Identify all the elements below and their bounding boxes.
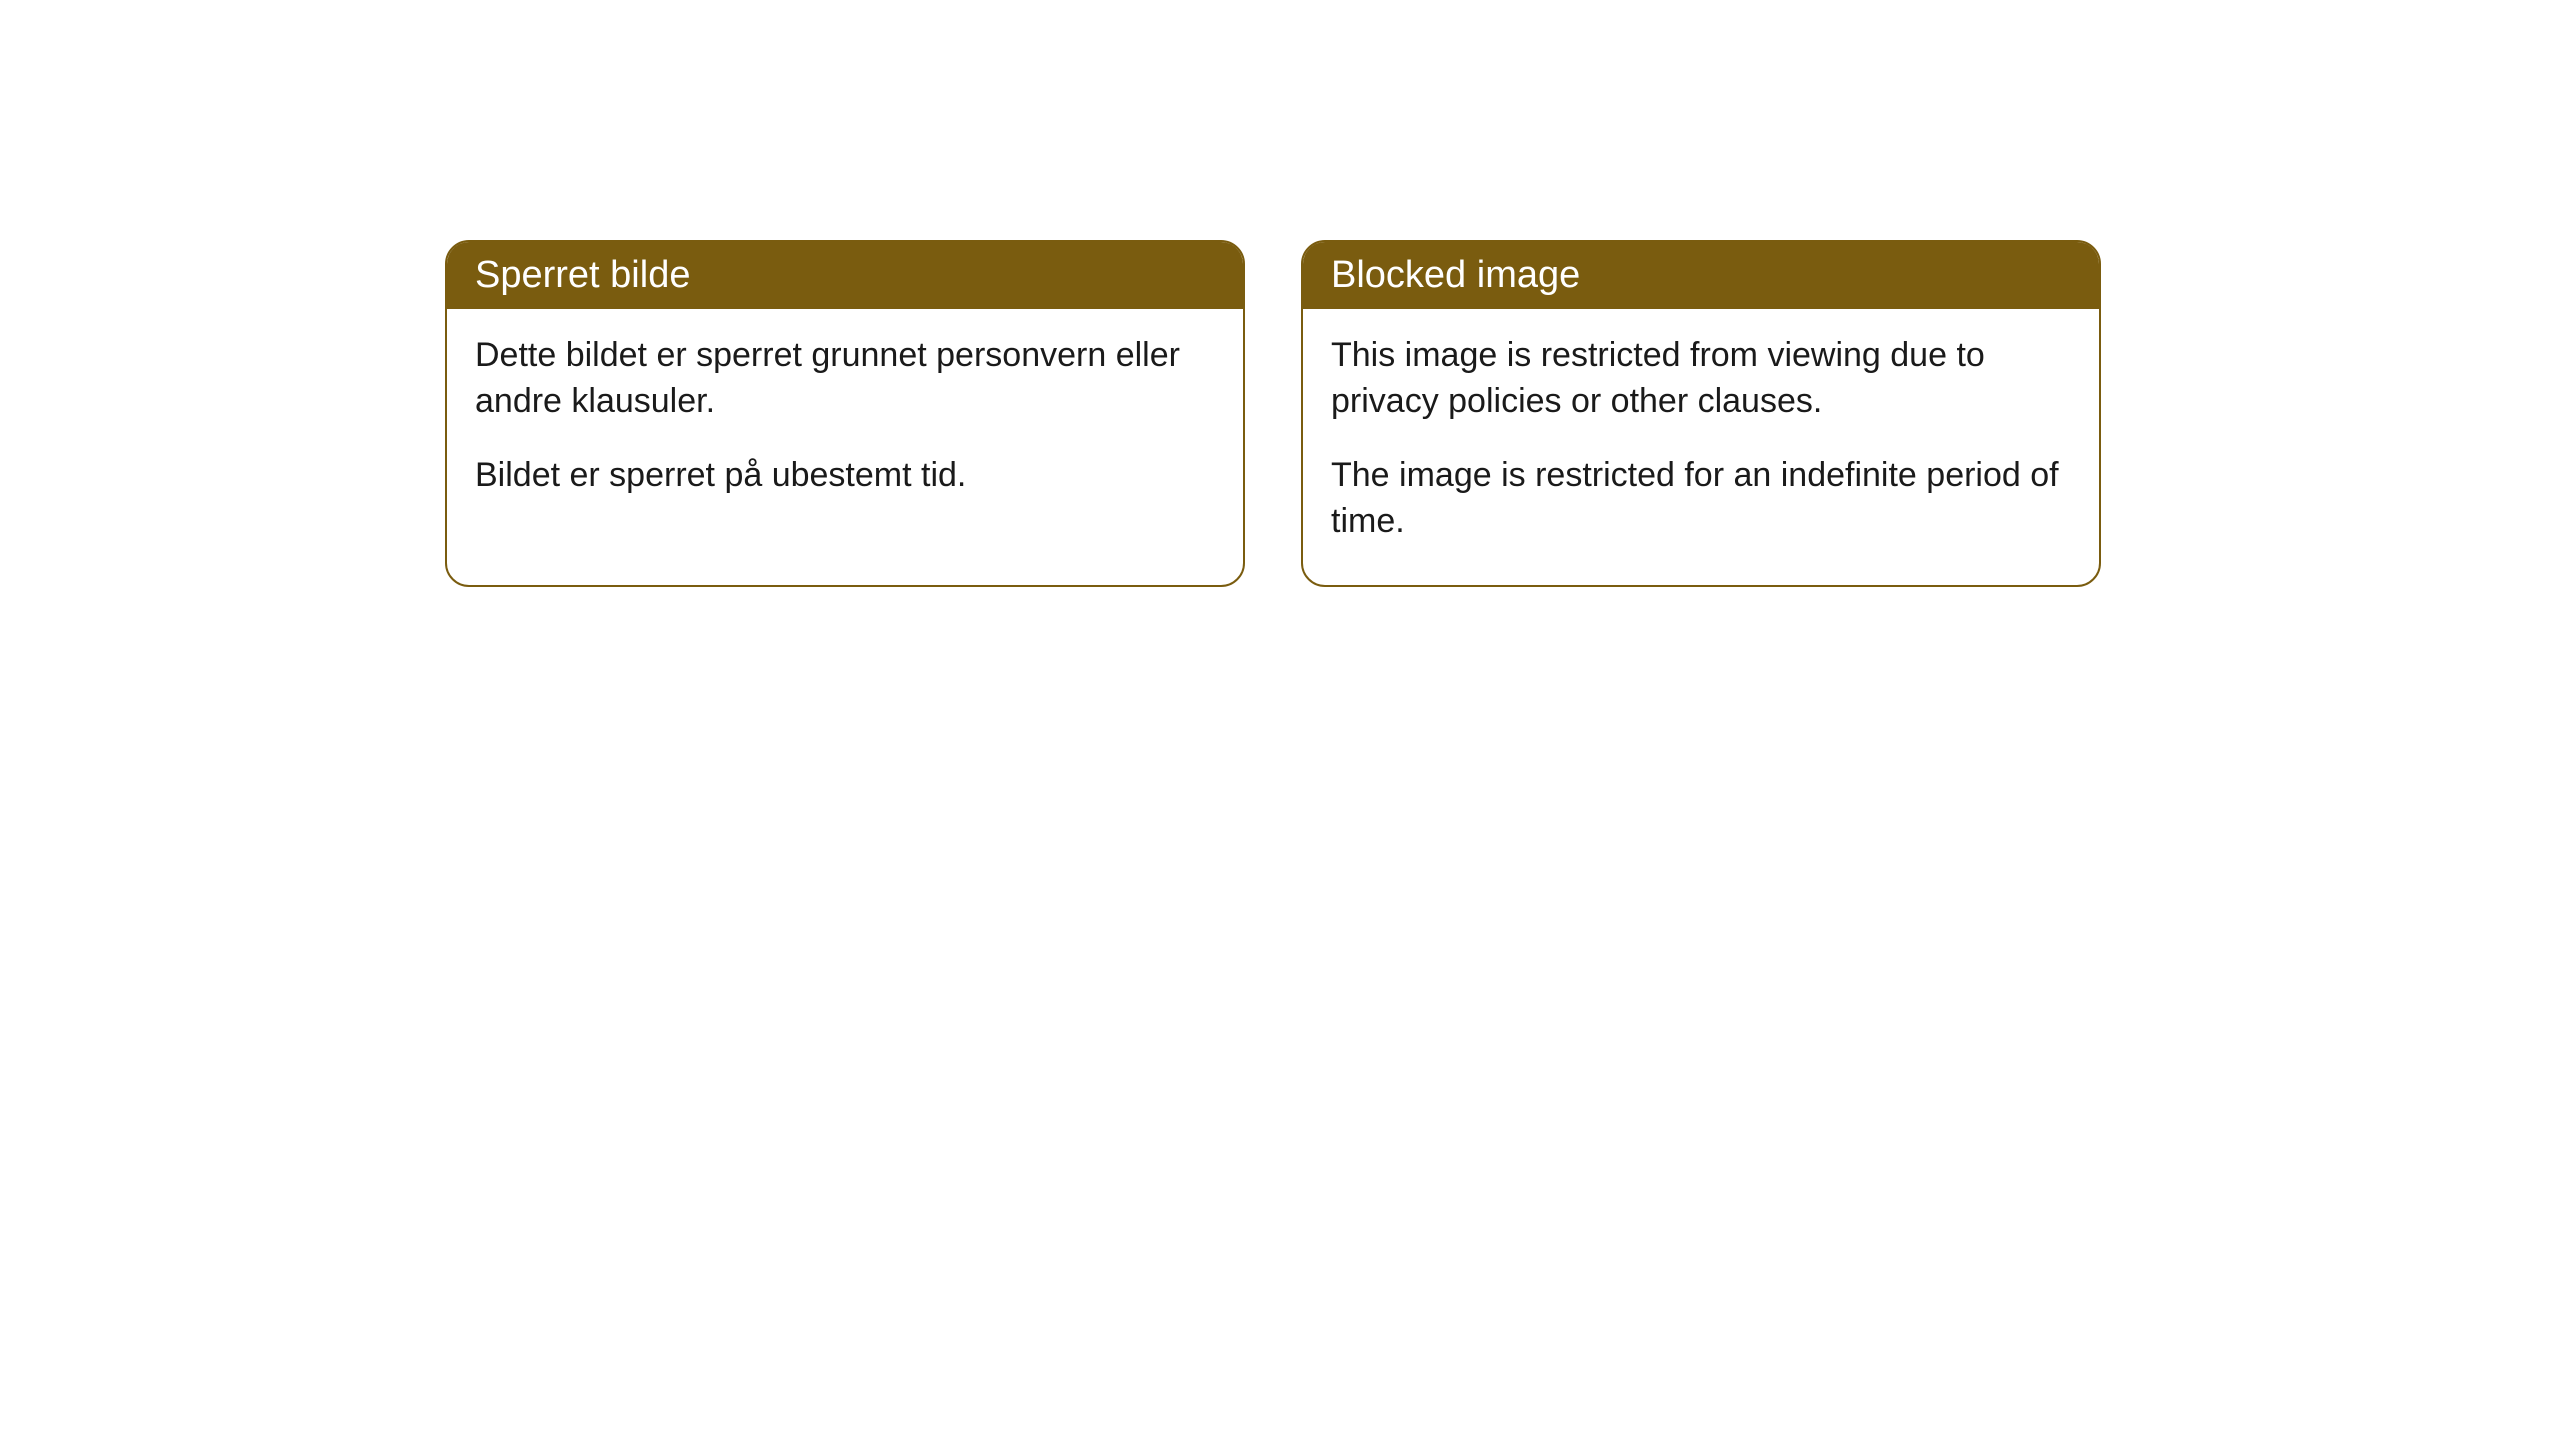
card-body-norwegian: Dette bildet er sperret grunnet personve…	[447, 309, 1243, 539]
card-paragraph-1-english: This image is restricted from viewing du…	[1331, 333, 2071, 425]
card-header-english: Blocked image	[1303, 242, 2099, 309]
card-title-english: Blocked image	[1331, 254, 1580, 296]
card-paragraph-2-english: The image is restricted for an indefinit…	[1331, 453, 2071, 545]
card-norwegian: Sperret bilde Dette bildet er sperret gr…	[445, 240, 1245, 587]
card-body-english: This image is restricted from viewing du…	[1303, 309, 2099, 585]
card-english: Blocked image This image is restricted f…	[1301, 240, 2101, 587]
cards-container: Sperret bilde Dette bildet er sperret gr…	[445, 240, 2560, 587]
card-title-norwegian: Sperret bilde	[475, 254, 690, 296]
card-header-norwegian: Sperret bilde	[447, 242, 1243, 309]
card-paragraph-2-norwegian: Bildet er sperret på ubestemt tid.	[475, 453, 1215, 499]
card-paragraph-1-norwegian: Dette bildet er sperret grunnet personve…	[475, 333, 1215, 425]
